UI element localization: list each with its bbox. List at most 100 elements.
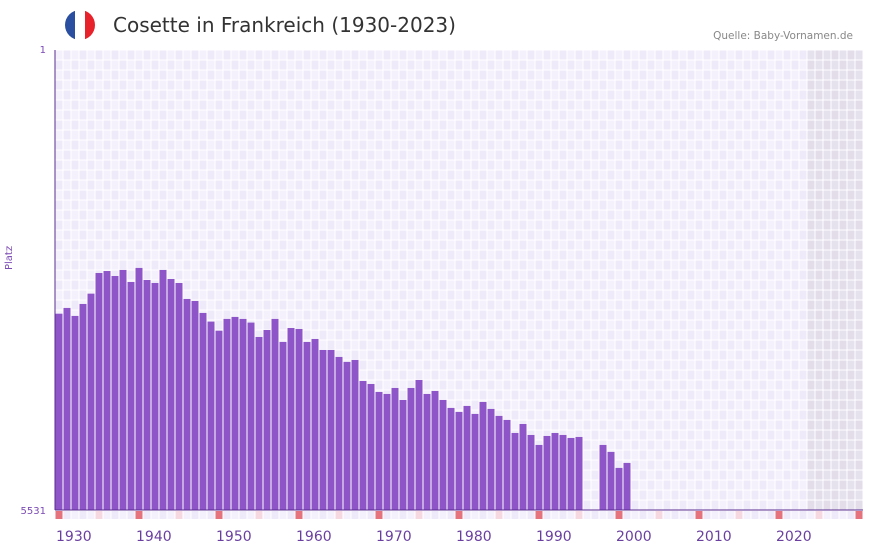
- grid-cell: [823, 500, 831, 510]
- grid-cell: [623, 380, 631, 390]
- grid-cell: [223, 140, 231, 150]
- grid-cell: [479, 80, 487, 90]
- grid-cell: [751, 290, 759, 300]
- grid-cell: [183, 100, 191, 110]
- grid-cell: [415, 330, 423, 340]
- grid-cell: [239, 130, 247, 140]
- grid-cell: [799, 50, 807, 60]
- grid-cell: [271, 80, 279, 90]
- grid-cell: [663, 180, 671, 190]
- grid-cell: [63, 180, 71, 190]
- grid-cell: [815, 230, 823, 240]
- grid-cell: [783, 400, 791, 410]
- grid-cell: [367, 240, 375, 250]
- grid-cell: [655, 180, 663, 190]
- grid-cell: [487, 190, 495, 200]
- grid-cell: [847, 370, 855, 380]
- grid-cell: [783, 260, 791, 270]
- grid-cell: [759, 380, 767, 390]
- grid-cell: [831, 490, 839, 500]
- grid-cell: [543, 290, 551, 300]
- grid-cell: [775, 60, 783, 70]
- grid-cell: [87, 180, 95, 190]
- grid-cell: [631, 200, 639, 210]
- grid-cell: [791, 470, 799, 480]
- year-marker: [847, 511, 855, 519]
- grid-cell: [423, 180, 431, 190]
- grid-cell: [311, 270, 319, 280]
- grid-cell: [159, 140, 167, 150]
- grid-cell: [823, 270, 831, 280]
- grid-cell: [663, 110, 671, 120]
- grid-cell: [527, 140, 535, 150]
- grid-cell: [351, 80, 359, 90]
- bar-1979: [447, 407, 455, 510]
- grid-cell: [583, 370, 591, 380]
- grid-cell: [631, 260, 639, 270]
- grid-cell: [63, 280, 71, 290]
- grid-cell: [111, 150, 119, 160]
- grid-cell: [759, 50, 767, 60]
- grid-cell: [735, 390, 743, 400]
- grid-cell: [495, 200, 503, 210]
- year-marker: [479, 511, 487, 519]
- grid-cell: [703, 430, 711, 440]
- grid-cell: [543, 420, 551, 430]
- grid-cell: [223, 160, 231, 170]
- grid-cell: [623, 390, 631, 400]
- grid-cell: [615, 320, 623, 330]
- grid-cell: [431, 160, 439, 170]
- grid-cell: [799, 420, 807, 430]
- grid-cell: [415, 260, 423, 270]
- grid-cell: [567, 340, 575, 350]
- source-link[interactable]: Quelle: Baby-Vornamen.de: [713, 30, 853, 42]
- grid-cell: [431, 180, 439, 190]
- grid-cell: [607, 240, 615, 250]
- grid-cell: [655, 220, 663, 230]
- grid-cell: [415, 220, 423, 230]
- grid-cell: [775, 240, 783, 250]
- grid-cell: [135, 170, 143, 180]
- grid-cell: [815, 430, 823, 440]
- grid-cell: [775, 380, 783, 390]
- grid-cell: [647, 330, 655, 340]
- grid-cell: [775, 320, 783, 330]
- grid-cell: [303, 150, 311, 160]
- bar-1932: [71, 315, 79, 510]
- grid-cell: [527, 100, 535, 110]
- grid-cell: [695, 220, 703, 230]
- grid-cell: [695, 230, 703, 240]
- grid-cell: [423, 260, 431, 270]
- grid-cell: [695, 300, 703, 310]
- grid-cell: [343, 220, 351, 230]
- grid-cell: [319, 230, 327, 240]
- grid-cell: [527, 110, 535, 120]
- grid-cell: [839, 50, 847, 60]
- grid-cell: [783, 370, 791, 380]
- grid-cell: [751, 100, 759, 110]
- grid-cell: [615, 340, 623, 350]
- grid-cell: [447, 170, 455, 180]
- grid-cell: [407, 360, 415, 370]
- year-marker: [783, 511, 791, 519]
- grid-cell: [671, 240, 679, 250]
- grid-cell: [527, 270, 535, 280]
- grid-cell: [615, 310, 623, 320]
- grid-cell: [455, 70, 463, 80]
- grid-cell: [495, 400, 503, 410]
- grid-cell: [791, 310, 799, 320]
- grid-cell: [647, 400, 655, 410]
- grid-cell: [191, 290, 199, 300]
- grid-cell: [455, 100, 463, 110]
- grid-cell: [759, 180, 767, 190]
- grid-cell: [311, 130, 319, 140]
- grid-cell: [687, 450, 695, 460]
- year-marker: [151, 511, 159, 519]
- grid-cell: [639, 130, 647, 140]
- grid-cell: [743, 80, 751, 90]
- grid-cell: [359, 310, 367, 320]
- grid-cell: [743, 250, 751, 260]
- grid-cell: [591, 430, 599, 440]
- grid-cell: [375, 260, 383, 270]
- grid-cell: [711, 210, 719, 220]
